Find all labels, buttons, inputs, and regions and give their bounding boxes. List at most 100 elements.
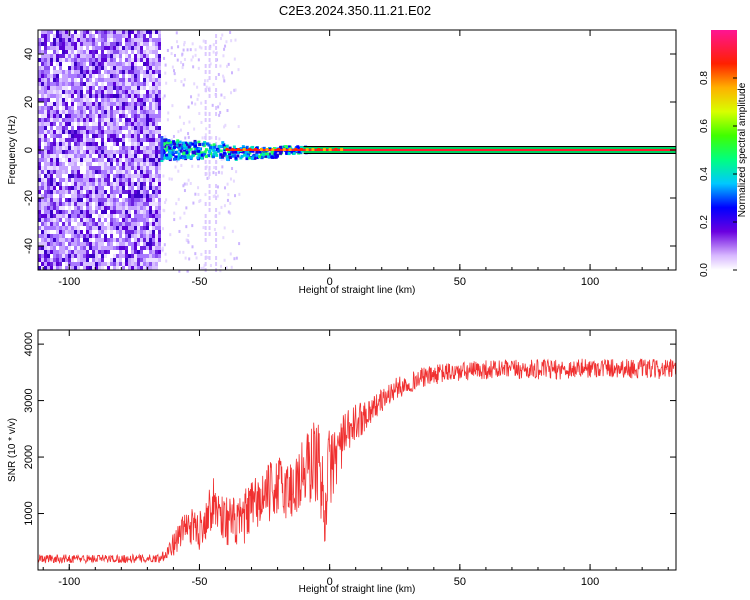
- spectrogram-noise-cell: [71, 90, 74, 94]
- spectrogram-speck: [220, 264, 223, 268]
- spectrogram-noise-cell: [68, 106, 71, 110]
- spectrogram-noise-cell: [44, 102, 47, 106]
- spectrogram-noise-cell: [134, 250, 137, 254]
- spectrogram-noise-cell: [155, 202, 158, 206]
- spectrogram-noise-cell: [131, 138, 134, 142]
- spectrogram-noise-cell: [53, 234, 56, 238]
- spectrogram-speck: [192, 201, 195, 205]
- spectrogram-noise-cell: [128, 162, 131, 166]
- spectrogram-noise-cell: [155, 74, 158, 78]
- spectrogram-noise-cell: [41, 106, 44, 110]
- spectrogram-noise-cell: [62, 122, 65, 126]
- spectrogram-noise-cell: [149, 74, 152, 78]
- spectrogram-noise-cell: [137, 242, 140, 246]
- spectrogram-noise-cell: [38, 126, 41, 130]
- spectrogram-noise-cell: [41, 198, 44, 202]
- spectrogram-noise-cell: [158, 230, 161, 234]
- spectrogram-noise-cell: [107, 126, 110, 130]
- spectrogram-noise-cell: [56, 150, 59, 154]
- spectrogram-signal-cell: [194, 144, 198, 148]
- spectrogram-noise-cell: [98, 242, 101, 246]
- spectrogram-noise-cell: [104, 46, 107, 50]
- spectrogram-noise-cell: [119, 194, 122, 198]
- spectrogram-signal-cell: [171, 153, 175, 157]
- spectrogram-noise-cell: [62, 38, 65, 42]
- spectrogram-noise-cell: [101, 70, 104, 74]
- spectrogram-noise-cell: [143, 194, 146, 198]
- spectrogram-noise-cell: [95, 110, 98, 114]
- spectrogram-noise-cell: [44, 46, 47, 50]
- spectrogram-noise-cell: [53, 166, 56, 170]
- spectrogram-noise-cell: [83, 202, 86, 206]
- spectrogram-noise-cell: [95, 142, 98, 146]
- spectrogram-noise-cell: [119, 62, 122, 66]
- spectrogram-noise-cell: [158, 90, 161, 94]
- spectrogram-speck: [197, 164, 200, 168]
- spectrogram-noise-cell: [134, 254, 137, 258]
- spectrogram-noise-cell: [47, 162, 50, 166]
- spectrogram-noise-cell: [137, 66, 140, 70]
- spectrogram-noise-cell: [71, 130, 74, 134]
- spectrogram-noise-cell: [59, 58, 62, 62]
- spectrogram-noise-cell: [134, 222, 137, 226]
- spectrogram-noise-cell: [104, 34, 107, 38]
- spectrogram-noise-cell: [80, 86, 83, 90]
- spectrogram-noise-cell: [152, 78, 155, 82]
- spectrogram-signal-cell: [222, 151, 226, 155]
- spectrogram-noise-cell: [116, 206, 119, 210]
- spectrogram-noise-cell: [44, 78, 47, 82]
- spectrogram-speck: [210, 136, 213, 140]
- spectrogram-noise-cell: [95, 114, 98, 118]
- spectrogram-speck: [171, 104, 174, 108]
- spectrogram-noise-cell: [110, 194, 113, 198]
- spectrogram-core-hotspot: [299, 148, 303, 151]
- spectrogram-noise-cell: [95, 86, 98, 90]
- spectrogram-noise-cell: [113, 54, 116, 58]
- spectrogram-noise-cell: [83, 166, 86, 170]
- spectrogram-noise-cell: [89, 146, 92, 150]
- spectrogram-noise-cell: [50, 222, 53, 226]
- spectrogram-noise-cell: [137, 218, 140, 222]
- spectrogram-noise-cell: [92, 134, 95, 138]
- spectrogram-noise-cell: [95, 162, 98, 166]
- spectrogram-noise-cell: [56, 238, 59, 242]
- spectrogram-signal-cell: [196, 156, 200, 160]
- spectrogram-noise-cell: [59, 98, 62, 102]
- spectrogram-noise-cell: [107, 246, 110, 250]
- spectrogram-noise-cell: [122, 238, 125, 242]
- spectrogram-noise-cell: [146, 46, 149, 50]
- spectrogram-noise-cell: [80, 190, 83, 194]
- spectrogram-noise-cell: [134, 238, 137, 242]
- spectrogram-noise-cell: [56, 266, 59, 270]
- spectrogram-streak: [215, 52, 218, 56]
- spectrogram-noise-cell: [107, 254, 110, 258]
- spectrogram-noise-cell: [155, 38, 158, 42]
- spectrogram-y-tick-label: -20: [23, 190, 35, 206]
- spectrogram-streak: [208, 220, 211, 224]
- spectrogram-noise-cell: [74, 182, 77, 186]
- spectrogram-noise-cell: [134, 170, 137, 174]
- spectrogram-noise-cell: [74, 74, 77, 78]
- spectrogram-noise-cell: [74, 218, 77, 222]
- spectrogram-noise-cell: [86, 162, 89, 166]
- spectrogram-noise-cell: [122, 50, 125, 54]
- spectrogram-noise-cell: [98, 194, 101, 198]
- spectrogram-noise-cell: [92, 46, 95, 50]
- spectrogram-noise-cell: [110, 154, 113, 158]
- spectrogram-noise-cell: [107, 162, 110, 166]
- spectrogram-noise-cell: [62, 154, 65, 158]
- spectrogram-noise-cell: [140, 158, 143, 162]
- spectrogram-noise-cell: [38, 82, 41, 86]
- spectrogram-noise-cell: [47, 174, 50, 178]
- spectrogram-speck: [202, 39, 205, 43]
- spectrogram-noise-cell: [131, 154, 134, 158]
- spectrogram-noise-cell: [44, 62, 47, 66]
- spectrogram-noise-cell: [131, 126, 134, 130]
- spectrogram-noise-cell: [41, 154, 44, 158]
- spectrogram-noise-cell: [74, 210, 77, 214]
- spectrogram-noise-cell: [116, 150, 119, 154]
- spectrogram-noise-cell: [101, 106, 104, 110]
- spectrogram-noise-cell: [95, 186, 98, 190]
- spectrogram-noise-cell: [65, 174, 68, 178]
- spectrogram-noise-cell: [71, 42, 74, 46]
